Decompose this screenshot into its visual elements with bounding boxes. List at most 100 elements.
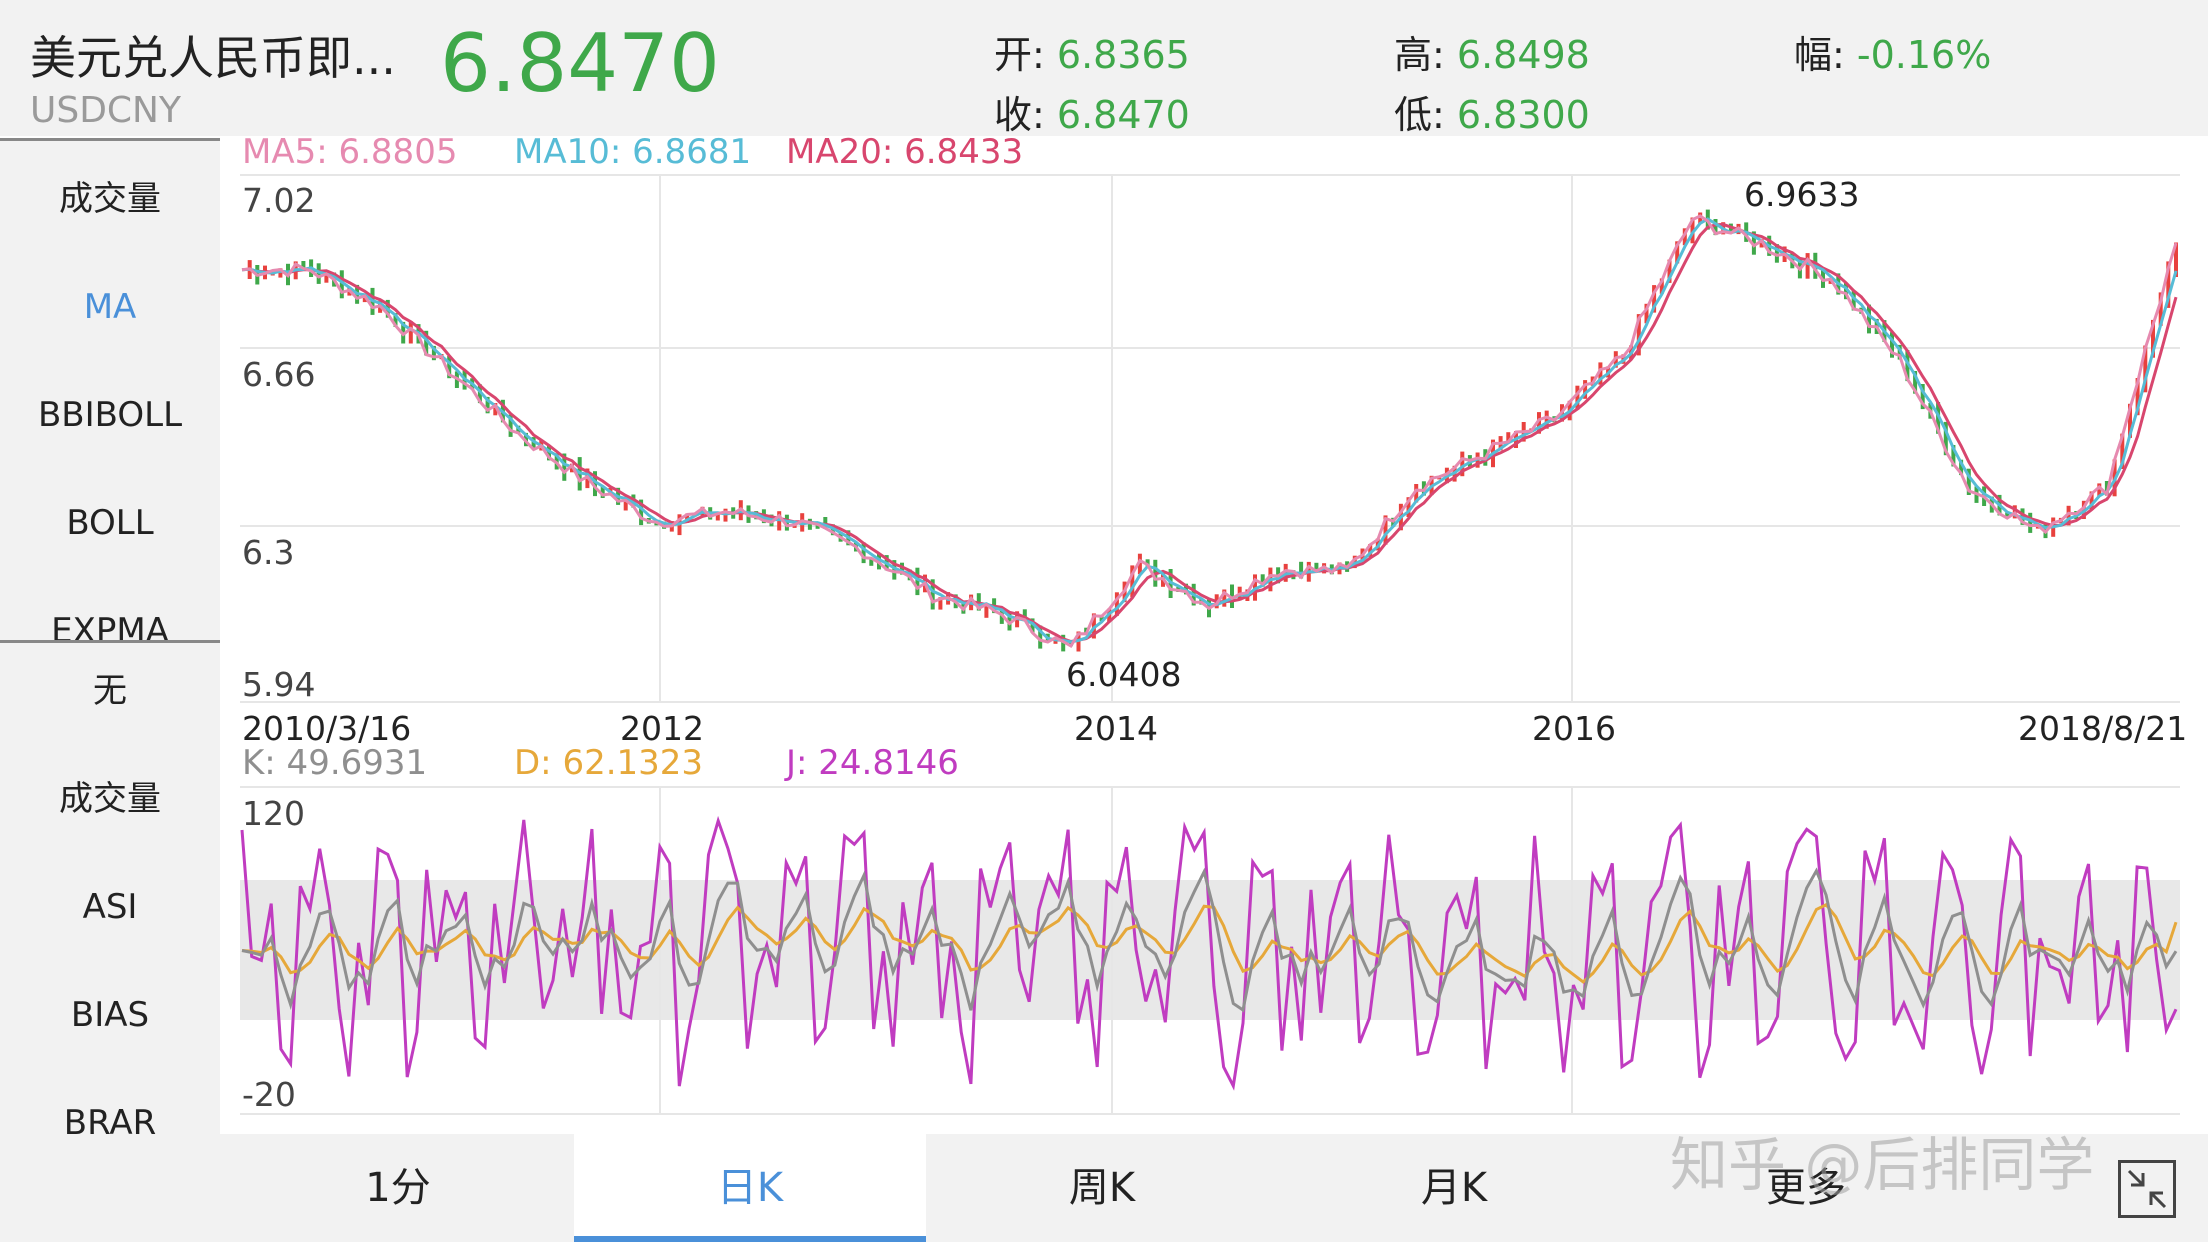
instrument-name: 美元兑人民币即... <box>30 31 396 85</box>
min-price-annotation: 6.0408 <box>1066 655 1181 694</box>
main-indicator-boll[interactable]: BOLL <box>66 503 154 543</box>
chart-area[interactable]: MA5: 6.8805 MA10: 6.8681 MA20: 6.8433 7.… <box>0 0 2208 1134</box>
ma5-legend: MA5: 6.8805 <box>242 132 457 172</box>
main-indicator-list[interactable]: 成交量 MA BBIBOLL BOLL EXPMA <box>0 138 220 643</box>
ma5-line <box>241 214 2178 649</box>
candle-down <box>1959 459 1964 476</box>
candle-up <box>938 597 943 610</box>
candle-down <box>1299 561 1304 579</box>
tab-more[interactable]: 更多 <box>1766 1165 1846 1211</box>
candle-up <box>1698 212 1703 224</box>
candle-up <box>2066 505 2071 526</box>
candle-down <box>600 487 605 498</box>
candle-up <box>1460 451 1465 477</box>
candle-up <box>1406 497 1411 517</box>
candle-down <box>1951 445 1956 467</box>
candle-down <box>562 453 567 481</box>
main-indicator-ma[interactable]: MA <box>83 287 137 327</box>
sub-indicator-brar[interactable]: BRAR <box>63 1103 157 1137</box>
candle-up <box>1383 515 1388 545</box>
candle-down <box>593 471 597 497</box>
candle-down <box>1966 468 1971 495</box>
ma10-line <box>241 217 2178 644</box>
quote-header: 美元兑人民币即... USDCNY 6.8470 开: 6.8365 收: 6.… <box>0 0 2208 137</box>
candle-down <box>1314 562 1319 573</box>
candle-up <box>2120 433 2125 469</box>
tab-monthly-k[interactable]: 月K <box>1420 1165 1488 1211</box>
candle-down <box>892 560 897 580</box>
tab-weekly-k[interactable]: 周K <box>1068 1165 1136 1211</box>
kdj-j-line <box>240 815 2178 1091</box>
kdj-j-legend: J: 24.8146 <box>784 743 959 783</box>
ma20-legend: MA20: 6.8433 <box>786 132 1023 172</box>
main-indicator-expma[interactable]: EXPMA <box>51 611 169 643</box>
candle-up <box>623 497 628 511</box>
main-chart-grid <box>240 174 2180 703</box>
candle-down <box>900 562 904 575</box>
time-axis-label: 2018/8/21 <box>2018 709 2187 748</box>
candle-up <box>1644 303 1649 324</box>
candle-up <box>1414 484 1419 503</box>
candle-down <box>869 557 874 566</box>
candle-down <box>915 567 920 596</box>
candle-down <box>424 330 429 356</box>
sub-indicator-asi[interactable]: ASI <box>82 887 138 927</box>
kdj-k-line <box>241 867 2178 1013</box>
candle-up <box>2097 483 2102 497</box>
exit-fullscreen-icon[interactable] <box>2118 1160 2176 1218</box>
sub-indicator-list[interactable]: 无 成交量 ASI BIAS BRAR <box>0 640 220 1137</box>
candle-down <box>1905 350 1910 382</box>
time-axis-label: 2016 <box>1532 709 1616 748</box>
candle-down <box>1821 267 1825 288</box>
candle-up <box>1544 410 1549 429</box>
candle-up <box>2174 242 2178 277</box>
candle-down <box>930 579 935 610</box>
candle-down <box>431 345 436 361</box>
ma20-line <box>241 222 2178 644</box>
candle-up <box>1636 314 1641 356</box>
high-quote: 高: 6.8498 <box>1394 33 1590 77</box>
candle-down <box>1890 332 1894 358</box>
sub-indicator-volume[interactable]: 成交量 <box>59 779 161 819</box>
kdj-k-legend: K: 49.6931 <box>242 743 427 783</box>
candle-down <box>1230 584 1234 608</box>
main-indicator-volume[interactable]: 成交量 <box>59 179 161 219</box>
candle-down <box>1943 421 1948 456</box>
candle-up <box>1690 217 1695 244</box>
kdj-axis-label: 120 <box>242 794 305 833</box>
candle-up <box>1675 241 1680 264</box>
time-axis-label: 2010/3/16 <box>242 709 411 748</box>
kdj-axis-label: -20 <box>242 1075 296 1114</box>
candle-up <box>1652 285 1657 313</box>
candle-down <box>447 356 452 379</box>
candle-up <box>715 512 720 521</box>
max-price-annotation: 6.9633 <box>1744 175 1859 214</box>
tab-daily-k[interactable]: 日K <box>574 1134 926 1242</box>
tab-1min[interactable]: 1分 <box>365 1165 431 1211</box>
candle-down <box>1867 304 1871 334</box>
sub-indicator-none[interactable]: 无 <box>93 671 127 711</box>
open-quote: 开: 6.8365 <box>994 33 1190 77</box>
sub-indicator-bias[interactable]: BIAS <box>70 995 150 1035</box>
candle-up <box>1130 565 1135 598</box>
candle-down <box>1022 609 1027 621</box>
candle-up <box>324 271 329 283</box>
candle-down <box>861 542 866 564</box>
candle-down <box>1260 574 1265 587</box>
candlesticks <box>247 209 2178 652</box>
candle-up <box>2151 319 2155 358</box>
candle-down <box>1920 384 1925 410</box>
candle-up <box>2166 261 2171 308</box>
candle-up <box>1114 592 1119 616</box>
candle-up <box>1682 228 1687 246</box>
candle-up <box>493 403 498 416</box>
candle-up <box>1659 278 1664 294</box>
candle-down <box>1038 625 1043 649</box>
ma10-legend: MA10: 6.8681 <box>514 132 751 172</box>
main-indicator-bbiboll[interactable]: BBIBOLL <box>37 395 183 435</box>
candle-down <box>508 414 513 437</box>
price-axis-label: 7.02 <box>242 181 315 220</box>
price-axis-label: 5.94 <box>242 665 315 704</box>
candle-down <box>531 437 536 450</box>
candle-up <box>1537 412 1541 434</box>
